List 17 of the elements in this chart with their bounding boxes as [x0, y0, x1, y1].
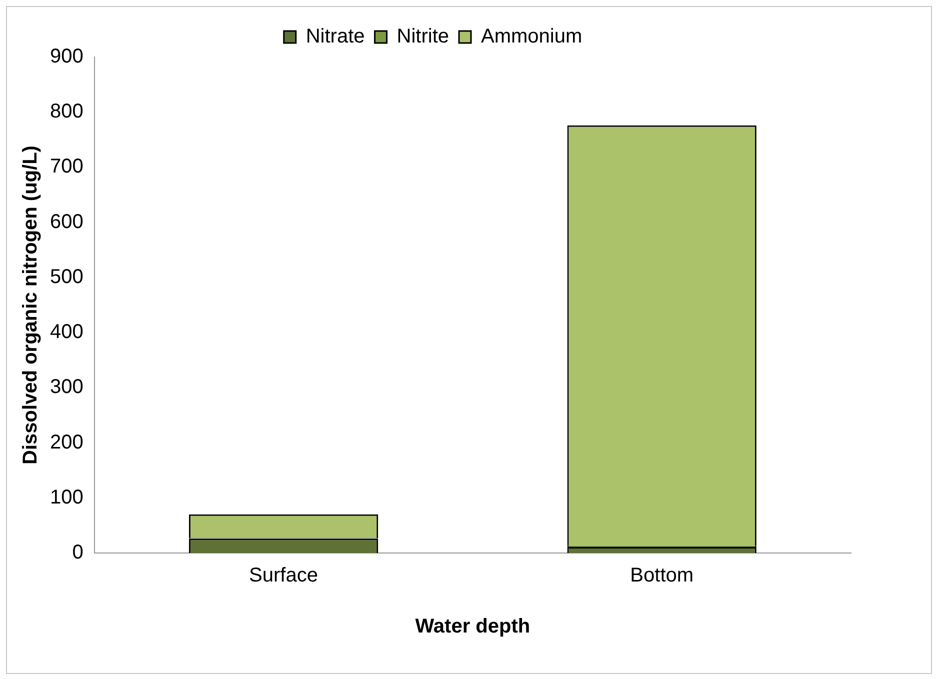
y-tick-label: 600: [50, 210, 84, 233]
y-tick-label: 0: [72, 542, 84, 564]
y-tick-label: 800: [50, 100, 84, 123]
x-axis-title: Water depth: [415, 616, 530, 638]
y-tick-label: 700: [50, 156, 84, 178]
y-axis-title: Dissolved organic nitrogen (ug/L): [20, 146, 42, 464]
y-tick-label: 100: [50, 486, 84, 508]
x-tick-label: Surface: [249, 564, 318, 587]
y-tick-label: 400: [50, 321, 84, 344]
legend-label: Nitrite: [396, 26, 450, 48]
legend-label: Nitrate: [306, 26, 365, 48]
y-tick-label: 900: [50, 46, 84, 68]
y-tick-label: 500: [50, 266, 84, 288]
y-tick-label: 200: [50, 431, 84, 454]
x-tick-label: Bottom: [630, 564, 694, 587]
legend-label: Ammonium: [481, 26, 582, 48]
y-tick-label: 300: [50, 376, 84, 398]
